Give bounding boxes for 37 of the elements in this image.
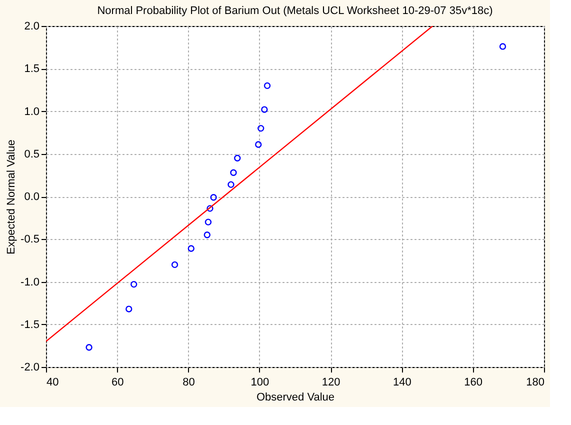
point [230, 169, 237, 176]
y-tick-label: 0.5 [24, 148, 40, 160]
x-tick-label: 40 [46, 376, 59, 388]
point [204, 218, 212, 226]
point [171, 261, 178, 268]
point [261, 106, 268, 113]
point [255, 141, 262, 148]
point [188, 245, 194, 252]
point [264, 82, 271, 90]
x-tick-label: 120 [322, 376, 340, 388]
x-tick-label: 140 [393, 376, 412, 388]
x-tick-label: 180 [526, 376, 544, 388]
chart-title: Normal Probability Plot of Barium Out (Metals UCL Worksheet 10-29-07 35v*18c) [97, 5, 493, 17]
y-tick-label: -2.0 [20, 362, 40, 374]
y-tick-label: 1.0 [24, 106, 40, 118]
point [206, 205, 214, 212]
point [130, 280, 138, 288]
x-axis-title: Observed Value [256, 392, 335, 404]
y-tick-label: -1.0 [20, 276, 40, 288]
point [234, 154, 241, 162]
point [204, 232, 210, 238]
x-tick-label: 60 [112, 376, 124, 388]
x-tick-label: 100 [250, 376, 270, 388]
y-tick-label: 0.0 [24, 191, 40, 203]
y-tick-label: -1.5 [20, 318, 40, 331]
point [210, 194, 217, 201]
point [228, 181, 234, 188]
y-tick-label: 1.5 [24, 63, 40, 76]
point [126, 306, 132, 312]
y-tick-label: -0.5 [20, 234, 40, 246]
point [86, 344, 92, 351]
y-axis-title: Expected Normal Value [6, 140, 18, 254]
point [258, 124, 264, 132]
point [499, 43, 506, 50]
x-tick-label: 80 [182, 376, 195, 388]
x-tick-label: 160 [464, 376, 483, 388]
y-tick-label: 2.0 [24, 20, 40, 32]
